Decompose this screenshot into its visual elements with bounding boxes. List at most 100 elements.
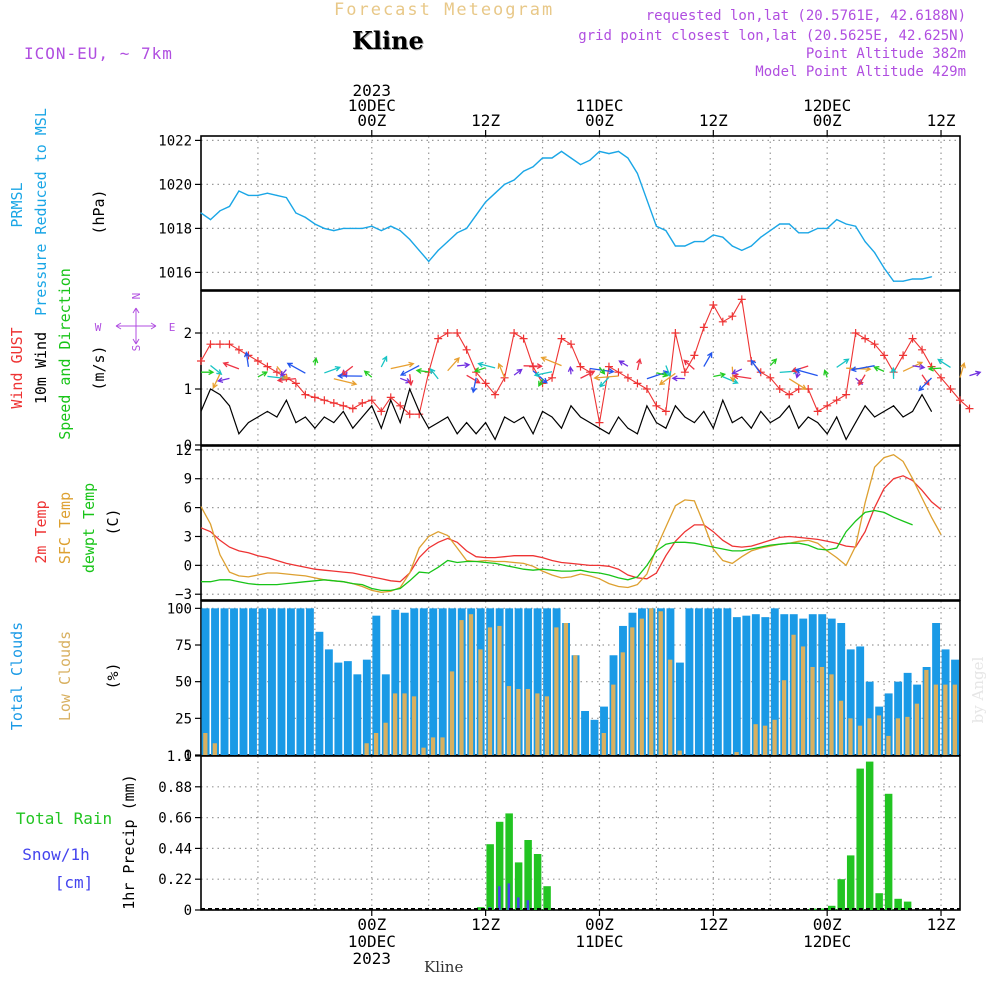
prmsl-point [209, 219, 212, 221]
prmsl-point [475, 214, 477, 216]
total-cloud-bar [581, 711, 589, 755]
gust-point [453, 329, 462, 337]
wind10-point [238, 433, 240, 435]
bottom-time-label: 00Z [357, 915, 386, 934]
temp-unit: (C) [104, 508, 122, 535]
wind10-point [931, 410, 933, 412]
low-cloud-bar [392, 693, 398, 755]
gust-point [775, 385, 784, 393]
wind-direction-arrow [312, 356, 319, 366]
gust-point [576, 362, 585, 371]
wind-direction-arrow [243, 351, 250, 367]
low-cloud-bar [620, 652, 625, 755]
wind-direction-arrow [532, 370, 548, 384]
gust-point [908, 334, 917, 343]
gust-point [690, 351, 699, 360]
wind10-point [826, 433, 828, 435]
gust-point [462, 345, 471, 354]
gust-point [557, 334, 566, 343]
prmsl-point [447, 241, 449, 243]
requested-coords: requested lon,lat (20.5761E, 42.6188N) [645, 8, 966, 24]
wind10-point [219, 394, 221, 396]
low-cloud-bar [468, 614, 474, 755]
wind-direction-arrow [477, 361, 496, 369]
wind-direction-arrow [788, 378, 808, 390]
wind10-point [712, 427, 714, 429]
rain-bar [486, 844, 494, 910]
y-tick-label: 50 [175, 675, 192, 691]
prmsl-point [674, 245, 676, 247]
total-cloud-bar [305, 608, 314, 755]
gust-point [595, 418, 604, 427]
wind-direction-arrow [473, 367, 486, 373]
wind10-point [598, 427, 600, 429]
gust-point [310, 393, 319, 402]
top-time-label: 12Z [927, 111, 956, 130]
prmsl-point [513, 179, 515, 181]
wind-direction-arrow [407, 374, 414, 387]
rain-bar [884, 793, 893, 910]
pressure-unit: (hPa) [90, 189, 108, 234]
wind10-point [693, 422, 695, 424]
prmsl-point [665, 230, 667, 232]
wind10-point [741, 416, 743, 418]
prmsl-point [636, 172, 639, 174]
rain-label: Total Rain [16, 809, 112, 828]
location-title: Kline [352, 26, 424, 55]
point-altitude: Point Altitude 382m [805, 46, 966, 62]
wind10-point [399, 422, 401, 424]
total-cloud-bar [846, 649, 855, 755]
snow-bar [517, 897, 520, 910]
wind-direction-arrow [850, 365, 875, 373]
wind10-point [466, 422, 468, 424]
prmsl-point [598, 150, 601, 152]
rain-bar [875, 893, 883, 910]
prmsl-point [485, 201, 487, 203]
wind10-point [902, 416, 904, 418]
y-tick-label: 0.66 [158, 811, 192, 827]
gust-point [348, 404, 357, 413]
wind-direction-arrow [276, 377, 296, 384]
prmsl-point [579, 164, 582, 166]
wind-direction-arrow [210, 365, 223, 376]
wind-direction-arrow [683, 359, 695, 370]
bottom-time-label: 00Z [585, 915, 614, 934]
total-cloud-bar [372, 615, 381, 755]
gust-point [567, 340, 576, 349]
top-time-label: 00Z [357, 111, 386, 130]
wind-direction-arrow [538, 378, 544, 387]
wind10-point [836, 416, 838, 418]
y-tick-label: 0.22 [158, 872, 192, 888]
wind-direction-arrow [927, 365, 942, 372]
wind10-point [874, 416, 876, 418]
wind10-point [703, 410, 705, 412]
wind-direction-arrow [656, 371, 669, 378]
total-cloud-bar [590, 719, 599, 755]
snow-unit: [cm] [55, 873, 94, 892]
grid-point-coords: grid point closest lon,lat (20.5625E, 42… [578, 28, 966, 44]
gust-point [367, 396, 376, 405]
gust-point [434, 334, 443, 343]
wind-direction-arrow [415, 368, 429, 374]
low-cloud-bar [895, 718, 901, 755]
total-clouds-label: Total Clouds [8, 622, 26, 730]
prmsl-point [295, 212, 297, 214]
wind10-point [323, 416, 325, 418]
y-tick-label: 1016 [158, 265, 192, 281]
gust-point [842, 390, 851, 399]
prmsl-point [921, 278, 923, 280]
wind10-point [912, 410, 914, 412]
wind10-label: 10m Wind [32, 332, 50, 404]
low-cloud-bar [914, 703, 920, 755]
prmsl-point [522, 170, 525, 172]
prmsl-point [200, 212, 202, 214]
wind-direction-arrow [937, 358, 951, 368]
total-cloud-bar [751, 614, 760, 755]
gust-point [272, 368, 281, 377]
top-time-label: 00Z [813, 111, 842, 130]
rain-bar [827, 905, 836, 910]
prmsl-point [276, 194, 278, 196]
wind10-point [627, 427, 629, 429]
total-cloud-bar [400, 612, 409, 755]
temp-panel: −3 0 3 6 9 12 [175, 443, 961, 603]
